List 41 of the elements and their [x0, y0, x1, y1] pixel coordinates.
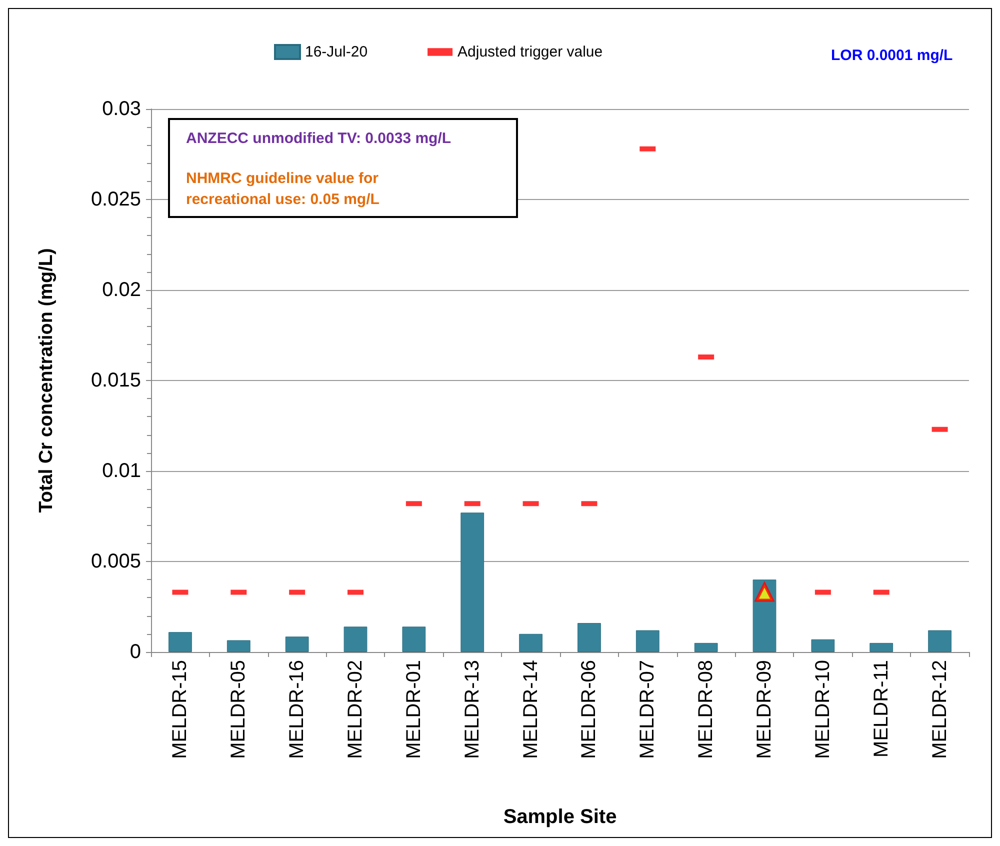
bar — [694, 642, 718, 652]
x-tick-label: MELDR-15 — [169, 660, 192, 759]
y-tick-label: 0.005 — [90, 550, 141, 572]
x-tick-label: MELDR-12 — [928, 660, 951, 759]
x-tick-label: MELDR-09 — [754, 660, 776, 759]
x-tick-label: MELDR-06 — [578, 660, 600, 759]
x-axis-title: Sample Site — [503, 806, 617, 828]
bar — [870, 642, 894, 652]
bar — [578, 623, 601, 652]
bar — [519, 634, 542, 652]
annotation: NHMRC guideline value for recreational use: 0.05 mg/L — [186, 169, 380, 210]
bar — [811, 639, 835, 652]
bar — [344, 626, 368, 652]
x-tick-label: MELDR-05 — [228, 660, 250, 759]
x-tick-label: MELDR-10 — [812, 660, 834, 759]
annotation: ANZECC unmodified TV: 0.0033 mg/L — [186, 129, 452, 149]
legend-label: 16-Jul-20 — [305, 44, 368, 60]
y-axis-title: Total Cr concentration (mg/L) — [36, 248, 57, 513]
bar — [402, 626, 426, 652]
bar — [226, 640, 250, 652]
x-tick-label: MELDR-16 — [286, 660, 308, 759]
x-tick-label: MELDR-07 — [636, 660, 659, 759]
legend-label: Adjusted trigger value — [458, 44, 603, 60]
y-tick-label: 0.01 — [102, 460, 141, 482]
x-tick-label: MELDR-02 — [344, 660, 366, 759]
y-tick-label: 0 — [130, 641, 141, 663]
bar — [928, 630, 952, 652]
y-tick-label: 0.025 — [90, 188, 141, 210]
bar — [168, 632, 192, 652]
y-tick-label: 0.03 — [102, 98, 141, 120]
bar — [460, 512, 484, 652]
y-tick-label: 0.015 — [90, 370, 141, 392]
text: LOR 0.0001 mg/L — [831, 47, 953, 64]
x-tick-label: MELDR-11 — [870, 660, 892, 758]
x-tick-label: MELDR-13 — [461, 660, 484, 759]
bar — [636, 630, 660, 652]
bar — [285, 636, 309, 652]
x-tick-label: MELDR-01 — [402, 660, 425, 759]
y-tick-label: 0.02 — [102, 279, 141, 301]
x-tick-label: MELDR-08 — [695, 660, 718, 759]
x-tick-label: MELDR-14 — [520, 660, 542, 759]
